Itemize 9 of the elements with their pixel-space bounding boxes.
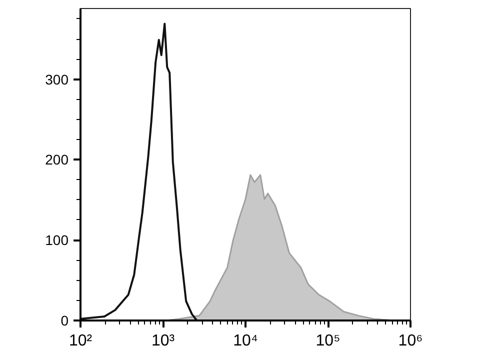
y-tick-label: 100 [45, 232, 69, 248]
x-tick-label: 10⁴ [233, 332, 258, 350]
x-tick-label: 10⁶ [398, 332, 423, 350]
y-tick-label: 300 [45, 71, 69, 88]
x-tick-label: 10⁵ [316, 332, 340, 350]
x-tick-label: 10² [68, 332, 93, 350]
y-tick-label: 200 [45, 152, 69, 168]
y-tick-label: 0 [60, 312, 69, 328]
x-tick-label: 10³ [151, 332, 176, 350]
